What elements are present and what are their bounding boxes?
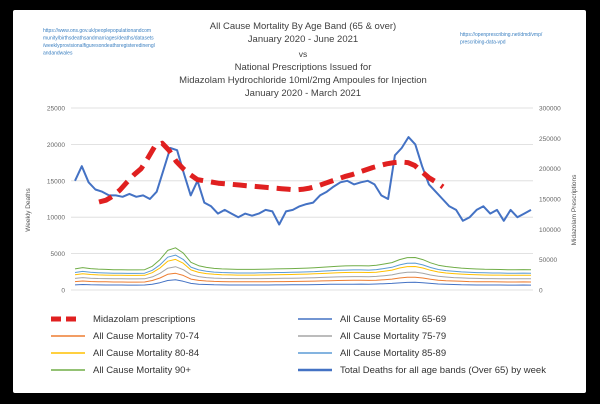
legend-item: All Cause Mortality 65-69: [298, 314, 446, 325]
right-tick-label: 0: [539, 288, 543, 295]
right-tick-label: 100000: [539, 227, 561, 234]
right-axis-ticks: 0 50000 100000 150000 200000 250000 300000: [539, 106, 561, 295]
source-link-line[interactable]: prescribing-data-vpd: [460, 40, 506, 46]
left-tick-label: 5000: [51, 251, 66, 258]
series-lines: [74, 136, 532, 286]
series-line-all-cause-mortality-80-84: [74, 258, 532, 276]
source-link-line[interactable]: /weeklyprovisionalfiguresondeathsregiste…: [43, 43, 155, 49]
title-line: Midazolam Hydrochloride 10ml/2mg Ampoule…: [179, 75, 427, 86]
legend-item: Midazolam prescriptions: [51, 314, 196, 325]
left-tick-label: 20000: [47, 142, 65, 149]
series-line-all-cause-mortality-70-74: [74, 272, 532, 283]
series-line-all-cause-mortality-90: [74, 247, 532, 271]
legend: Midazolam prescriptions All Cause Mortali…: [51, 314, 546, 376]
source-link-line[interactable]: munity/birthsdeathsandmarriages/deaths/d…: [43, 36, 154, 42]
source-note-right: https://openprescribing.net/dmd/vmp/pres…: [460, 32, 543, 46]
grid-lines: [71, 107, 533, 291]
right-tick-label: 300000: [539, 106, 561, 113]
legend-label: All Cause Mortality 90+: [93, 365, 191, 376]
left-tick-label: 15000: [47, 178, 65, 185]
legend-item: All Cause Mortality 90+: [51, 365, 191, 376]
legend-label: All Cause Mortality 70-74: [93, 331, 199, 342]
legend-label: All Cause Mortality 75-79: [340, 331, 446, 342]
legend-label: Midazolam prescriptions: [93, 314, 196, 325]
title-line: January 2020 - March 2021: [245, 88, 361, 99]
chart-titles: All Cause Mortality By Age Band (65 & ov…: [179, 21, 427, 99]
title-line: National Prescriptions Issued for: [235, 62, 372, 73]
source-link-line[interactable]: andandwales: [43, 51, 73, 57]
chart-svg: All Cause Mortality By Age Band (65 & ov…: [25, 21, 578, 376]
series-line-midazolam-prescriptions: [98, 140, 445, 205]
left-tick-label: 25000: [47, 106, 65, 113]
right-tick-label: 150000: [539, 197, 561, 204]
legend-item: All Cause Mortality 85-89: [298, 348, 446, 359]
series-line-all-cause-mortality-65-69: [74, 279, 532, 286]
left-axis-ticks: 0 5000 10000 15000 20000 25000: [47, 106, 65, 295]
legend-label: Total Deaths for all age bands (Over 65)…: [340, 365, 546, 376]
legend-label: All Cause Mortality 80-84: [93, 348, 199, 359]
legend-item: Total Deaths for all age bands (Over 65)…: [298, 365, 546, 376]
left-tick-label: 10000: [47, 215, 65, 222]
legend-item: All Cause Mortality 70-74: [51, 331, 199, 342]
title-line: January 2020 - June 2021: [248, 34, 358, 45]
legend-label: All Cause Mortality 85-89: [340, 348, 446, 359]
left-axis-label: Weekly Deaths: [25, 187, 32, 231]
left-tick-label: 0: [61, 288, 65, 295]
legend-item: All Cause Mortality 75-79: [298, 331, 446, 342]
legend-label: All Cause Mortality 65-69: [340, 314, 446, 325]
right-tick-label: 200000: [539, 166, 561, 173]
series-line-all-cause-mortality-75-79: [74, 266, 532, 280]
title-line: vs: [299, 49, 308, 59]
series-line-total-deaths-for-all-age-bands-over-65-by-week: [74, 136, 532, 226]
source-note-left: https://www.ons.gov.uk/peoplepopulationa…: [43, 28, 155, 57]
source-link-line[interactable]: https://www.ons.gov.uk/peoplepopulationa…: [43, 28, 151, 34]
series-line-all-cause-mortality-85-89: [74, 254, 532, 274]
right-tick-label: 50000: [539, 257, 557, 264]
source-link-line[interactable]: https://openprescribing.net/dmd/vmp/: [460, 32, 543, 38]
right-tick-label: 250000: [539, 136, 561, 143]
legend-item: All Cause Mortality 80-84: [51, 348, 199, 359]
title-line: All Cause Mortality By Age Band (65 & ov…: [210, 21, 396, 32]
right-axis-label: Midazolam Prescriptions: [571, 174, 578, 246]
chart-frame: All Cause Mortality By Age Band (65 & ov…: [13, 10, 586, 393]
